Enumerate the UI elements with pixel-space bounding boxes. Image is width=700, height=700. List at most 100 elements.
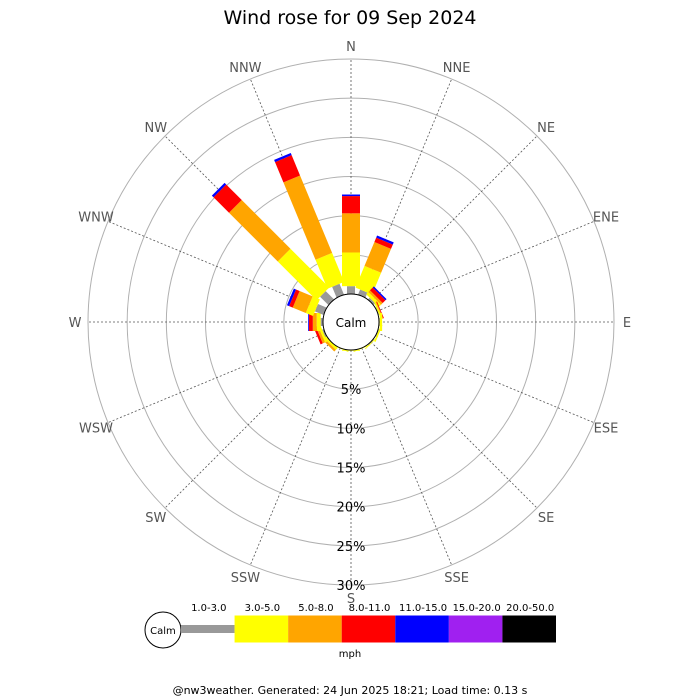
- ring-label-25pct: 25%: [337, 540, 366, 555]
- legend-swatch-20.0-50.0: [502, 615, 556, 643]
- direction-label-nw: NW: [145, 121, 168, 136]
- bar-sw-3.0-5.0: [323, 335, 338, 350]
- direction-label-ene: ENE: [593, 210, 619, 225]
- wind-rose-bars: [211, 153, 394, 353]
- bar-nnw-11.0-15.0: [274, 153, 292, 163]
- ring-label-30pct: 30%: [337, 579, 366, 594]
- bar-nne-1.0-3.0: [358, 289, 368, 298]
- direction-labels: N NNE NE ENE E ESE SE SSE S SSW SW WSW W WNW NW NNW: [69, 40, 632, 607]
- direction-label-ne: NE: [537, 121, 555, 136]
- bar-nnw-3.0-5.0: [315, 252, 345, 289]
- legend-unit-label: mph: [339, 649, 361, 660]
- direction-label-nnw: NNW: [229, 61, 261, 76]
- footer-text: @nw3weather. Generated: 24 Jun 2025 18:2…: [173, 684, 528, 697]
- legend-label-15.0-20.0: 15.0-20.0: [453, 603, 501, 614]
- bar-nne-8.0-11.0: [374, 237, 393, 249]
- spoke-nne: [361, 78, 453, 297]
- bar-nw-3.0-5.0: [277, 248, 330, 301]
- direction-label-se: SE: [538, 511, 554, 526]
- ring-label-10pct: 10%: [337, 422, 366, 437]
- direction-label-nne: NNE: [443, 61, 471, 76]
- bar-ne-8.0-11.0: [369, 287, 386, 304]
- chart-title: Wind rose for 09 Sep 2024: [223, 7, 476, 29]
- direction-label-s: S: [347, 592, 355, 607]
- bar-wnw-11.0-15.0: [286, 288, 297, 307]
- spoke-se: [370, 341, 538, 509]
- grid-ring-25pct: [126, 97, 576, 547]
- bar-wsw-8.0-11.0: [313, 326, 323, 345]
- calm-label: Calm: [336, 316, 367, 330]
- bar-nne-5.0-8.0: [364, 242, 392, 273]
- bar-nw-11.0-15.0: [211, 182, 227, 198]
- calm-circle: [322, 293, 380, 351]
- direction-label-w: W: [69, 316, 82, 331]
- legend-label-3.0-5.0: 3.0-5.0: [245, 603, 280, 614]
- bar-nnw-1.0-3.0: [332, 283, 344, 298]
- bar-ne-1.0-3.0: [367, 297, 376, 306]
- spoke-ssw: [249, 347, 341, 566]
- bar-nnw-8.0-11.0: [275, 155, 301, 183]
- direction-label-sw: SW: [145, 511, 166, 526]
- grid-ring-30pct: [87, 58, 615, 586]
- bar-nw-8.0-11.0: [213, 184, 242, 213]
- legend-swatch-8.0-11.0: [341, 615, 396, 643]
- ring-label-5pct: 5%: [341, 383, 362, 398]
- bar-n-5.0-8.0: [342, 213, 360, 253]
- legend-label-11.0-15.0: 11.0-15.0: [399, 603, 447, 614]
- bar-n-11.0-15.0: [342, 194, 360, 197]
- legend-label-8.0-11.0: 8.0-11.0: [349, 603, 391, 614]
- direction-label-ssw: SSW: [231, 571, 261, 586]
- legend-swatch-11.0-15.0: [395, 615, 449, 643]
- calm-marker: Calm: [322, 293, 380, 351]
- spoke-wsw: [107, 332, 326, 424]
- bar-w-1.0-3.0: [320, 318, 323, 326]
- legend-calm-label: Calm: [150, 626, 176, 637]
- bar-group-w: [308, 313, 323, 331]
- bar-w-8.0-11.0: [308, 313, 313, 331]
- bar-w-3.0-5.0: [316, 313, 321, 331]
- bar-ne-5.0-8.0: [368, 290, 383, 305]
- bar-nnw-5.0-8.0: [283, 175, 333, 260]
- legend-label-5.0-8.0: 5.0-8.0: [298, 603, 333, 614]
- bar-wnw-8.0-11.0: [289, 289, 300, 308]
- direction-label-e: E: [623, 316, 631, 331]
- ring-labels: 5% 10% 15% 20% 25% 30%: [337, 383, 366, 594]
- bar-w-11.0-15.0: [308, 313, 309, 331]
- bar-wnw-5.0-8.0: [292, 290, 313, 314]
- spoke-ese: [376, 332, 595, 424]
- ring-label-20pct: 20%: [337, 501, 366, 516]
- direction-label-ese: ESE: [594, 422, 619, 437]
- legend-swatch-15.0-20.0: [448, 615, 503, 643]
- bar-nw-5.0-8.0: [229, 200, 291, 262]
- legend-label-1.0-3.0: 1.0-3.0: [191, 603, 226, 614]
- spoke-ne: [370, 135, 538, 303]
- legend-swatch-5.0-8.0: [288, 615, 342, 643]
- spoke-sse: [361, 347, 453, 566]
- bar-n-1.0-3.0: [347, 286, 355, 294]
- direction-label-wnw: WNW: [78, 210, 114, 225]
- bar-nw-1.0-3.0: [320, 291, 335, 306]
- spoke-sw: [164, 341, 332, 509]
- bar-group-wnw: [286, 288, 327, 317]
- legend-swatch-3.0-5.0: [234, 615, 289, 643]
- bar-ne-11.0-15.0: [372, 286, 387, 301]
- speed-legend: Calm mph 1.0-3.0 3.0-5.0 5.0-8.0 8.0-11.0 11…: [144, 603, 556, 660]
- legend-label-20.0-50.0: 20.0-50.0: [506, 603, 554, 614]
- bar-group-nnw: [274, 153, 345, 298]
- bar-wsw-1.0-3.0: [322, 329, 327, 338]
- bar-n-8.0-11.0: [342, 196, 360, 214]
- bar-group-nne: [355, 235, 394, 298]
- bar-wnw-3.0-5.0: [305, 296, 320, 317]
- bar-wnw-1.0-3.0: [314, 303, 327, 315]
- bar-n-3.0-5.0: [342, 252, 360, 287]
- bar-nne-11.0-15.0: [376, 235, 394, 245]
- ring-label-15pct: 15%: [337, 462, 366, 477]
- bar-group-nw: [211, 182, 335, 306]
- legend-swatch-1.0-3.0: [181, 625, 235, 633]
- spoke-wnw: [107, 220, 326, 312]
- spoke-ene: [376, 220, 595, 312]
- direction-label-wsw: WSW: [79, 422, 113, 437]
- direction-label-sse: SSE: [444, 571, 469, 586]
